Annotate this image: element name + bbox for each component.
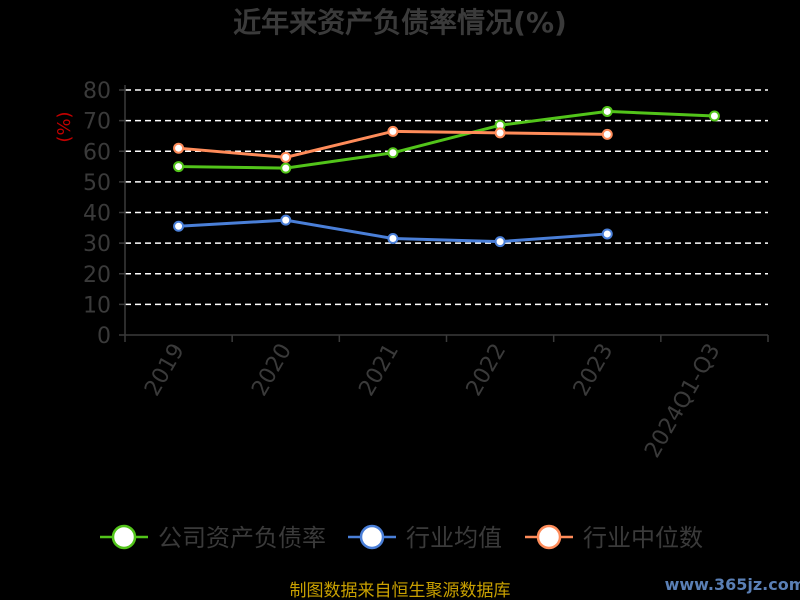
- x-tick-label: 2019: [140, 340, 190, 401]
- data-point: [173, 220, 185, 232]
- y-tick-label: 60: [83, 140, 111, 165]
- x-tick-labels: 2019 2020 2021 2022 2023 2024Q1-Q3: [124, 335, 769, 463]
- y-tick-labels: 0 10 20 30 40 50 60 70 80: [83, 79, 125, 349]
- y-tick-label: 40: [83, 202, 111, 227]
- series-line: [178, 109, 715, 170]
- data-point: [280, 151, 292, 163]
- data-point: [173, 142, 185, 154]
- data-point: [494, 236, 506, 248]
- data-point: [280, 162, 292, 174]
- y-tick-label: 30: [83, 232, 111, 257]
- series-lines: [173, 105, 720, 248]
- x-tick-label: 2021: [354, 340, 404, 401]
- data-point: [708, 110, 720, 122]
- legend-marker: [359, 524, 385, 550]
- legend: 公司资产负债率 行业均值 行业中位数: [100, 524, 703, 552]
- legend-marker: [111, 524, 137, 550]
- data-point: [601, 228, 613, 240]
- legend-label: 行业中位数: [583, 524, 703, 552]
- x-tick-label: 2024Q1-Q3: [640, 340, 725, 463]
- data-point: [387, 147, 399, 159]
- y-tick-label: 10: [83, 293, 111, 318]
- chart-title: 近年来资产负债率情况(%): [233, 6, 567, 39]
- x-tick-label: 2023: [569, 340, 619, 401]
- grid-lines: [125, 89, 768, 306]
- data-point: [601, 128, 613, 140]
- legend-marker: [536, 524, 562, 550]
- y-axis-label: (%): [54, 111, 75, 142]
- y-tick-label: 80: [83, 79, 111, 104]
- y-tick-label: 0: [97, 324, 111, 349]
- data-point: [173, 161, 185, 173]
- data-point: [387, 233, 399, 245]
- x-tick-label: 2022: [462, 340, 512, 401]
- data-point: [494, 127, 506, 139]
- data-point: [387, 125, 399, 137]
- y-tick-label: 70: [83, 110, 111, 135]
- footer-source: 制图数据来自恒生聚源数据库: [290, 581, 511, 600]
- watermark: www.365jz.com: [665, 575, 800, 594]
- legend-label: 公司资产负债率: [158, 524, 326, 552]
- axes: [124, 85, 768, 336]
- y-tick-label: 20: [83, 263, 111, 288]
- data-point: [601, 105, 613, 117]
- y-tick-label: 50: [83, 171, 111, 196]
- x-tick-label: 2020: [247, 340, 297, 401]
- legend-label: 行业均值: [406, 524, 502, 552]
- data-point: [280, 214, 292, 226]
